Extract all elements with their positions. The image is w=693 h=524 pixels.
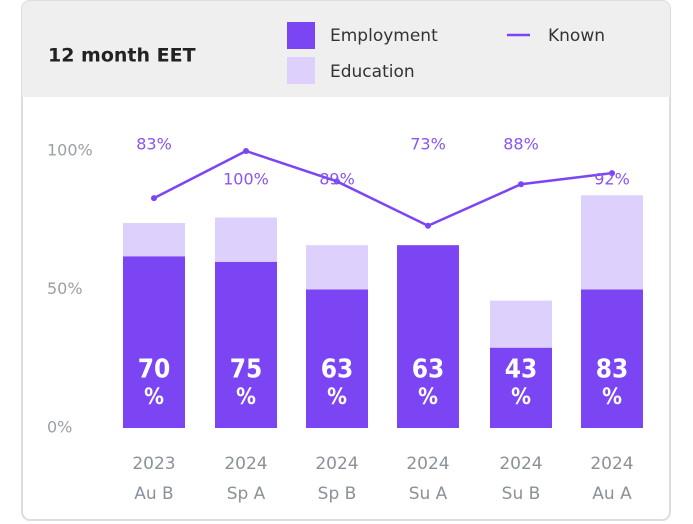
- y-tick-label: 0%: [47, 418, 72, 437]
- known-point: [425, 222, 431, 229]
- known-point: [334, 178, 340, 185]
- x-tick-label: 2024: [499, 454, 542, 474]
- x-tick-label: 2024: [315, 454, 358, 474]
- legend-swatch: [287, 57, 315, 84]
- x-tick-label: Sp A: [227, 484, 266, 504]
- education-bar: [306, 245, 368, 290]
- y-tick-label: 100%: [47, 141, 93, 160]
- eet-unit: %: [418, 385, 438, 410]
- known-label: 92%: [594, 170, 630, 189]
- eet-unit: %: [144, 385, 164, 410]
- employment-bar: [215, 261, 277, 428]
- eet-unit: %: [236, 385, 256, 410]
- known-label: 73%: [410, 135, 446, 154]
- education-bar: [581, 195, 643, 290]
- employment-bar: [581, 289, 643, 428]
- eet-unit: %: [602, 385, 622, 410]
- x-tick-label: Su B: [502, 484, 541, 504]
- x-tick-label: 2024: [590, 454, 633, 474]
- y-tick-label: 50%: [47, 279, 83, 298]
- education-bar: [123, 223, 185, 257]
- known-line: [153, 149, 613, 228]
- known-label: 83%: [136, 135, 172, 154]
- legend-label: Known: [548, 26, 605, 46]
- known-point: [518, 181, 524, 188]
- known-point: [609, 170, 615, 177]
- legend-label: Education: [330, 62, 415, 82]
- known-label: 100%: [223, 170, 269, 189]
- chart-title: 12 month EET: [48, 45, 196, 67]
- known-label: 88%: [503, 135, 539, 154]
- eet-label: 43: [505, 355, 538, 385]
- employment-bar: [306, 289, 368, 428]
- eet-label: 63: [412, 355, 445, 385]
- eet-label: 70: [138, 355, 171, 385]
- employment-bar: [397, 245, 459, 428]
- eet-label: 75: [230, 355, 263, 385]
- education-bar: [490, 300, 552, 348]
- x-tick-label: 2024: [406, 454, 449, 474]
- x-tick-label: Au A: [592, 484, 632, 504]
- x-tick-label: Au B: [134, 484, 173, 504]
- eet-label: 63: [321, 355, 354, 385]
- eet-label: 83: [596, 355, 629, 385]
- employment-bar: [123, 256, 185, 428]
- education-bar: [215, 217, 277, 262]
- x-tick-label: Sp B: [318, 484, 357, 504]
- eet-unit: %: [511, 385, 531, 410]
- employment-bar: [490, 347, 552, 428]
- known-label: 89%: [319, 170, 355, 189]
- legend-swatch: [287, 22, 315, 49]
- eet-unit: %: [327, 385, 347, 410]
- x-tick-label: 2024: [224, 454, 267, 474]
- x-tick-label: Su A: [409, 484, 448, 504]
- x-tick-label: 2023: [132, 454, 175, 474]
- card-header: [22, 1, 670, 97]
- known-point: [243, 148, 249, 154]
- legend-label: Employment: [330, 26, 438, 46]
- known-point: [151, 195, 157, 202]
